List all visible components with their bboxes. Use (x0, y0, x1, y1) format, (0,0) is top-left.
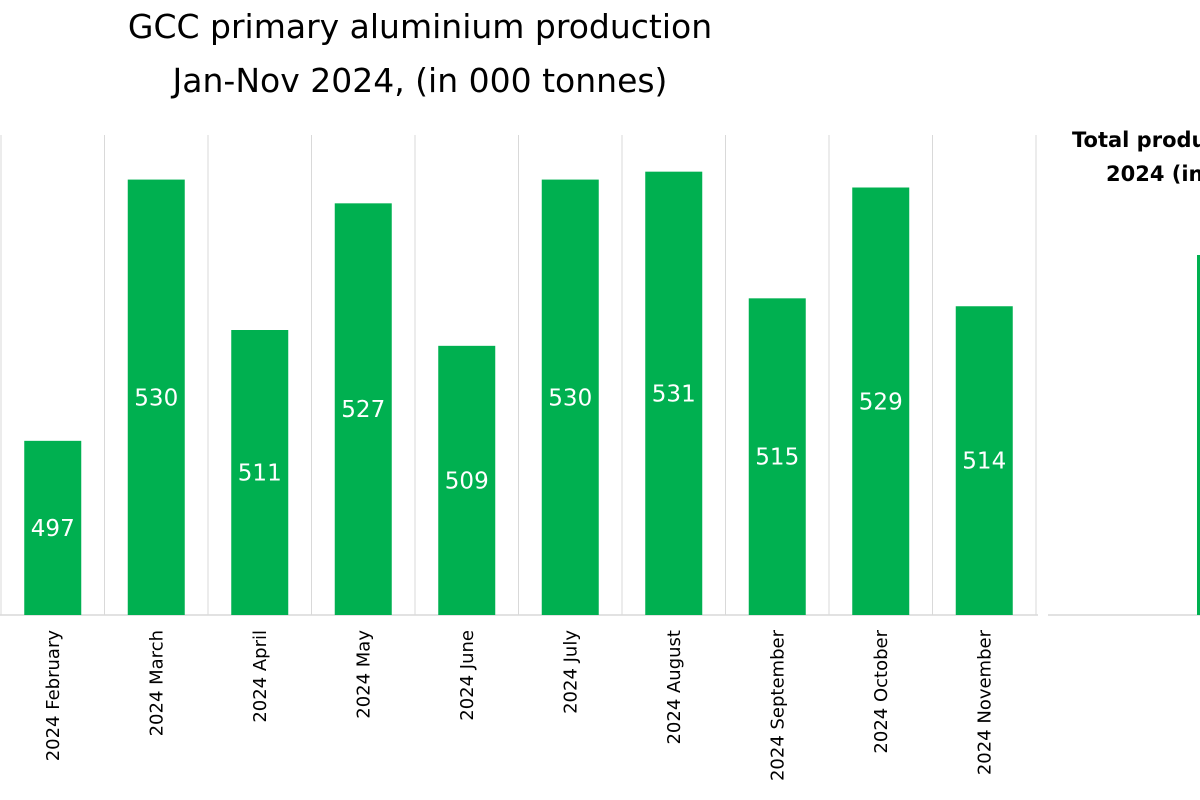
chart-title: GCC primary aluminium production Jan-Nov… (128, 7, 712, 100)
x-tick-labels: 2024 February 2024 March 2024 April 2024 Ma… (43, 629, 996, 781)
chart-title-line-2: Jan-Nov 2024, (in 000 tonnes) (171, 61, 668, 100)
bar-value-label: 511 (238, 461, 282, 487)
side-chart-title-line-2: 2024 (in (1106, 162, 1200, 186)
x-tick-label: 2024 August (664, 630, 685, 745)
x-tick-label: 2024 March (146, 630, 167, 736)
bar-value-label: 530 (548, 385, 592, 411)
bar-labels: 497 530 511 527 509 530 531 515 529 514 (31, 381, 1006, 542)
bar-2024-june (438, 345, 496, 615)
chart-title-line-1: GCC primary aluminium production (128, 7, 712, 46)
side-chart-title-line-1: Total produ (1072, 128, 1200, 152)
side-chart-bar (1197, 255, 1200, 615)
x-tick-label: 2024 April (250, 630, 271, 723)
x-tick-label: 2024 May (353, 630, 374, 719)
bar-value-label: 509 (445, 468, 489, 494)
x-tick-label: 2024 June (457, 630, 478, 721)
x-tick-label: 2024 July (560, 630, 581, 714)
bar-value-label: 514 (962, 449, 1006, 475)
bars (24, 171, 1013, 616)
bar-value-label: 497 (31, 516, 75, 542)
bar-2024-february (24, 440, 82, 615)
x-tick-label: 2024 November (974, 629, 995, 775)
bar-value-label: 527 (341, 397, 385, 423)
x-tick-label: 2024 October (871, 629, 892, 753)
bar-2024-september (748, 298, 806, 615)
x-tick-label: 2024 February (43, 630, 64, 762)
x-tick-label: 2024 September (767, 629, 788, 781)
bar-value-label: 531 (652, 381, 696, 407)
side-chart: Total produ 2024 (in (1048, 128, 1200, 616)
bar-value-label: 515 (755, 445, 799, 471)
bar-2024-october (852, 187, 910, 615)
bar-2024-april (231, 330, 289, 615)
gridlines (0, 135, 1037, 615)
bar-2024-november (955, 306, 1013, 615)
bar-2024-march (127, 179, 185, 616)
bar-value-label: 529 (859, 389, 903, 415)
bar-2024-may (334, 203, 392, 616)
bar-2024-august (645, 171, 703, 615)
bar-value-label: 530 (134, 385, 178, 411)
bar-2024-july (541, 179, 599, 616)
